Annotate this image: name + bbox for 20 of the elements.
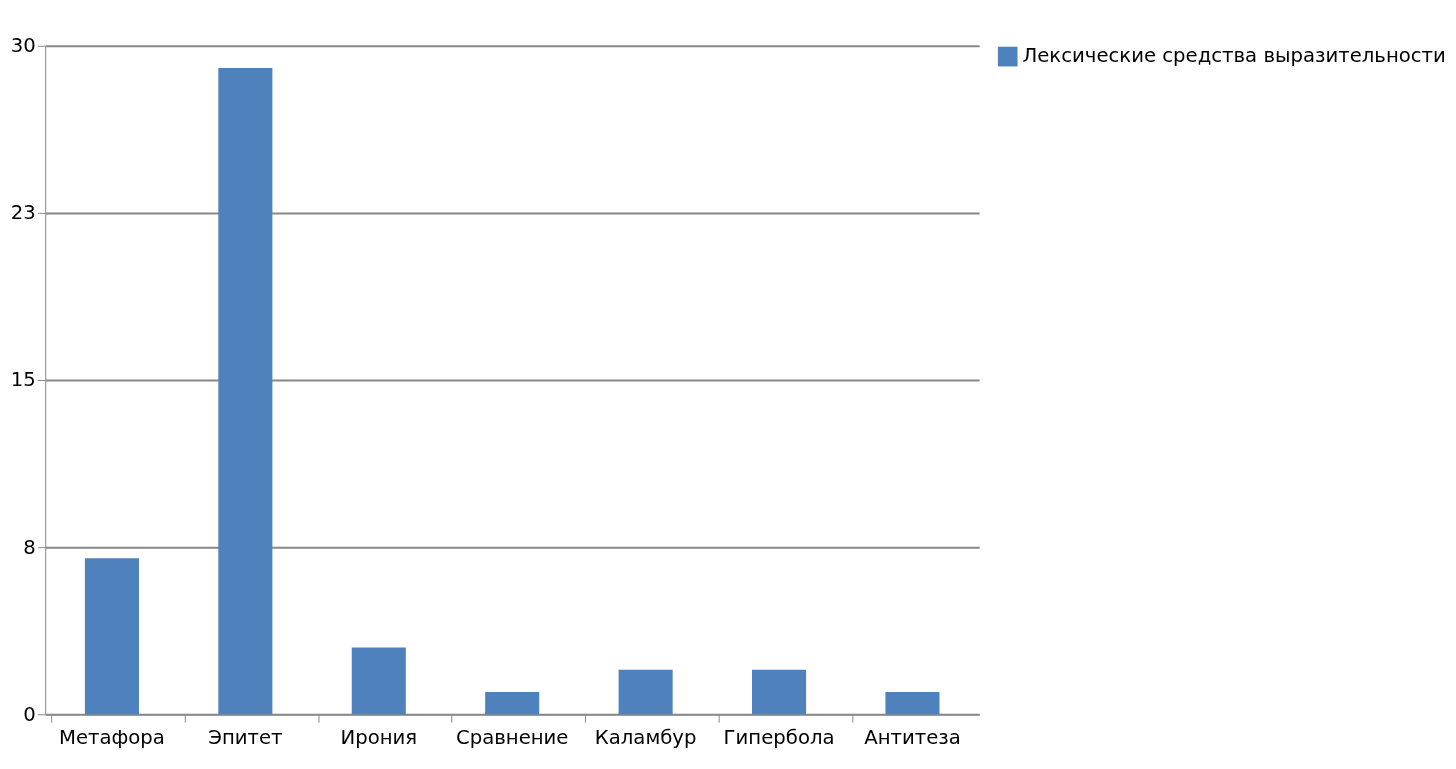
x-tick-label: Гипербола [723,726,835,750]
y-tick-label: 15 [10,368,36,392]
bar [885,692,940,715]
bar [351,647,406,715]
legend-label: Лексические средства выразительности [1022,44,1446,68]
bar [752,669,807,715]
bar [618,669,673,715]
x-tick-label: Каламбур [594,726,697,750]
x-tick-label: Сравнение [455,726,569,750]
x-tick-label: Ирония [340,726,418,750]
y-tick-label: 8 [23,535,36,559]
y-tick-label: 23 [10,201,36,225]
y-tick-label: 0 [23,702,36,726]
y-tick-label: 30 [10,34,36,58]
x-tick-label: Метафора [58,726,165,750]
bar [84,558,139,715]
x-tick-label: Эпитет [208,726,283,750]
bar [485,692,540,715]
x-tick-label: Антитеза [864,726,961,750]
bar [218,68,273,715]
